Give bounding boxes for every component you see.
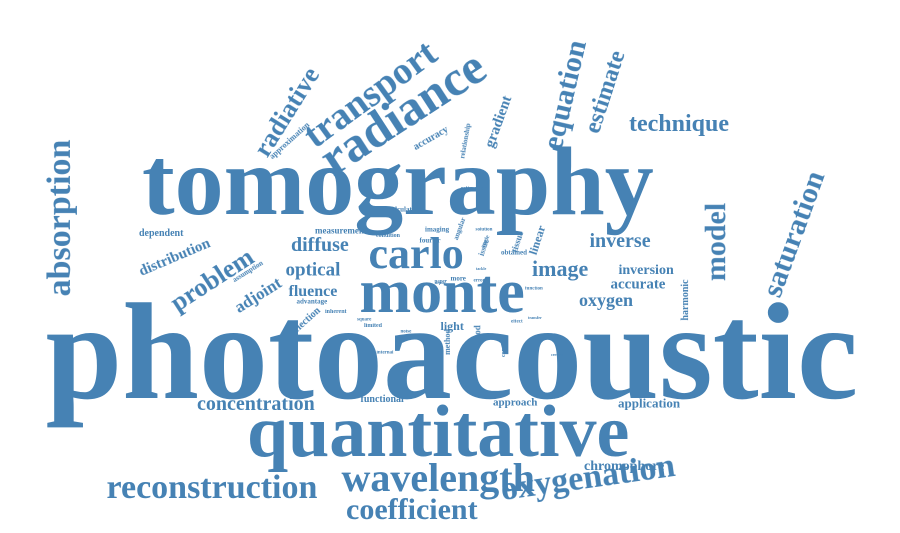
word-noise: noise [400, 329, 412, 335]
word-fluence: fluence [288, 283, 338, 300]
word-oxygen: oxygen [579, 290, 633, 310]
word-coefficient: coefficient [346, 493, 478, 526]
word-limited: limited [364, 323, 382, 329]
word-absorption: absorption [40, 139, 78, 297]
word-estimation: estimation [460, 186, 488, 192]
word-diffuse: diffuse [291, 234, 349, 256]
word-photoacoustic: photoacoustic [45, 275, 859, 428]
word-accurate: accurate [610, 276, 666, 293]
word-imaging: imaging [425, 225, 450, 234]
word-dependent: dependent [139, 228, 184, 239]
word-chromophore: chromophore [584, 459, 665, 474]
word-method: method [442, 329, 452, 355]
word-paper: paper [434, 279, 448, 285]
word-depth: depth [435, 280, 445, 285]
word-measurement: measurement [315, 225, 367, 236]
word-certain: certain [551, 352, 563, 357]
word-inherent: inherent [325, 309, 347, 315]
word-model: model [699, 202, 733, 282]
word-approach: approach [493, 396, 538, 409]
word-concentration: concentration [197, 393, 315, 415]
word-carlo: carlo [368, 229, 464, 278]
word-inverse: inverse [589, 230, 651, 252]
word-monte: monte [359, 258, 525, 326]
word-square: square [357, 317, 372, 323]
word-issue: issue [476, 238, 491, 258]
word-application: application [618, 395, 681, 411]
word-calculation: calculation [388, 205, 422, 214]
word-tomography: tomography [142, 128, 654, 236]
word-transfer: transfer [528, 315, 542, 320]
word-more: more [450, 274, 466, 283]
word-internal: internal [376, 350, 394, 356]
word-solution: solution [475, 227, 493, 233]
word-inversion: inversion [618, 263, 674, 278]
word-effect: effect [511, 319, 523, 325]
word-light: light [440, 319, 464, 333]
word-advantage: advantage [296, 297, 328, 306]
word-reconstruction: reconstruction [106, 469, 318, 506]
word-technique: technique [629, 111, 730, 137]
word-compute: compute [501, 335, 507, 357]
word-wavelength: wavelength [341, 455, 535, 500]
word-blood: blood [472, 325, 483, 347]
word-functional: functional [360, 394, 404, 405]
word-quantitative: quantitative [247, 391, 630, 473]
word-harmonic: harmonic [680, 279, 692, 321]
word-obtained: obtained [501, 248, 528, 257]
word-image: image [532, 256, 589, 281]
word-optical: optical [285, 259, 341, 281]
word-error: error [473, 278, 485, 284]
word-condition: condition [376, 233, 401, 239]
word-fourier: fourier [419, 236, 441, 245]
word-tackle: tackle [476, 266, 487, 271]
word-function: function [525, 286, 543, 292]
